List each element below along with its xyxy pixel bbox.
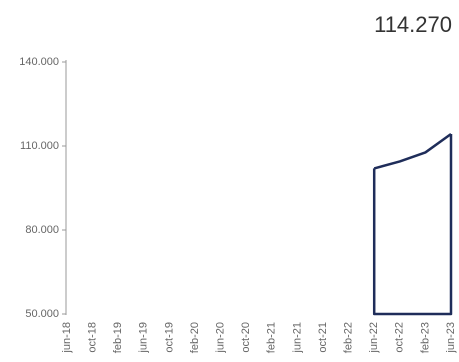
y-tick-label: 50.000 [25,308,59,320]
area-outline [372,134,453,316]
x-tick-label: jun-23 [445,322,457,354]
x-tick-label: jun-19 [138,322,150,354]
x-tick-label: oct-19 [163,322,175,353]
x-tick-label: jun-22 [368,322,380,354]
y-tick-label: 140.000 [19,56,59,68]
y-tick-label: 110.000 [20,140,59,152]
x-tick-label: feb-20 [189,322,201,353]
plot: 50.000 80.000 110.000 140.000 jun-18 oct-18 fe… [19,56,457,354]
x-tick-label: jun-18 [61,322,73,354]
x-tick-label: jun-20 [215,322,227,354]
x-tick-label: feb-23 [419,322,431,353]
y-tick-label: 80.000 [25,224,59,236]
x-tick-label: feb-19 [112,322,124,353]
x-tick-label: oct-18 [87,322,99,353]
x-tick-label: feb-21 [266,322,278,353]
x-tick-label: feb-22 [343,322,355,353]
x-tick-label: oct-21 [317,322,329,353]
chart-title: 114.270 [374,12,452,37]
x-tick-label: oct-20 [240,322,252,353]
x-tick-label: jun-21 [291,322,303,354]
x-tick-label: oct-22 [394,322,406,353]
area-line [373,133,452,170]
